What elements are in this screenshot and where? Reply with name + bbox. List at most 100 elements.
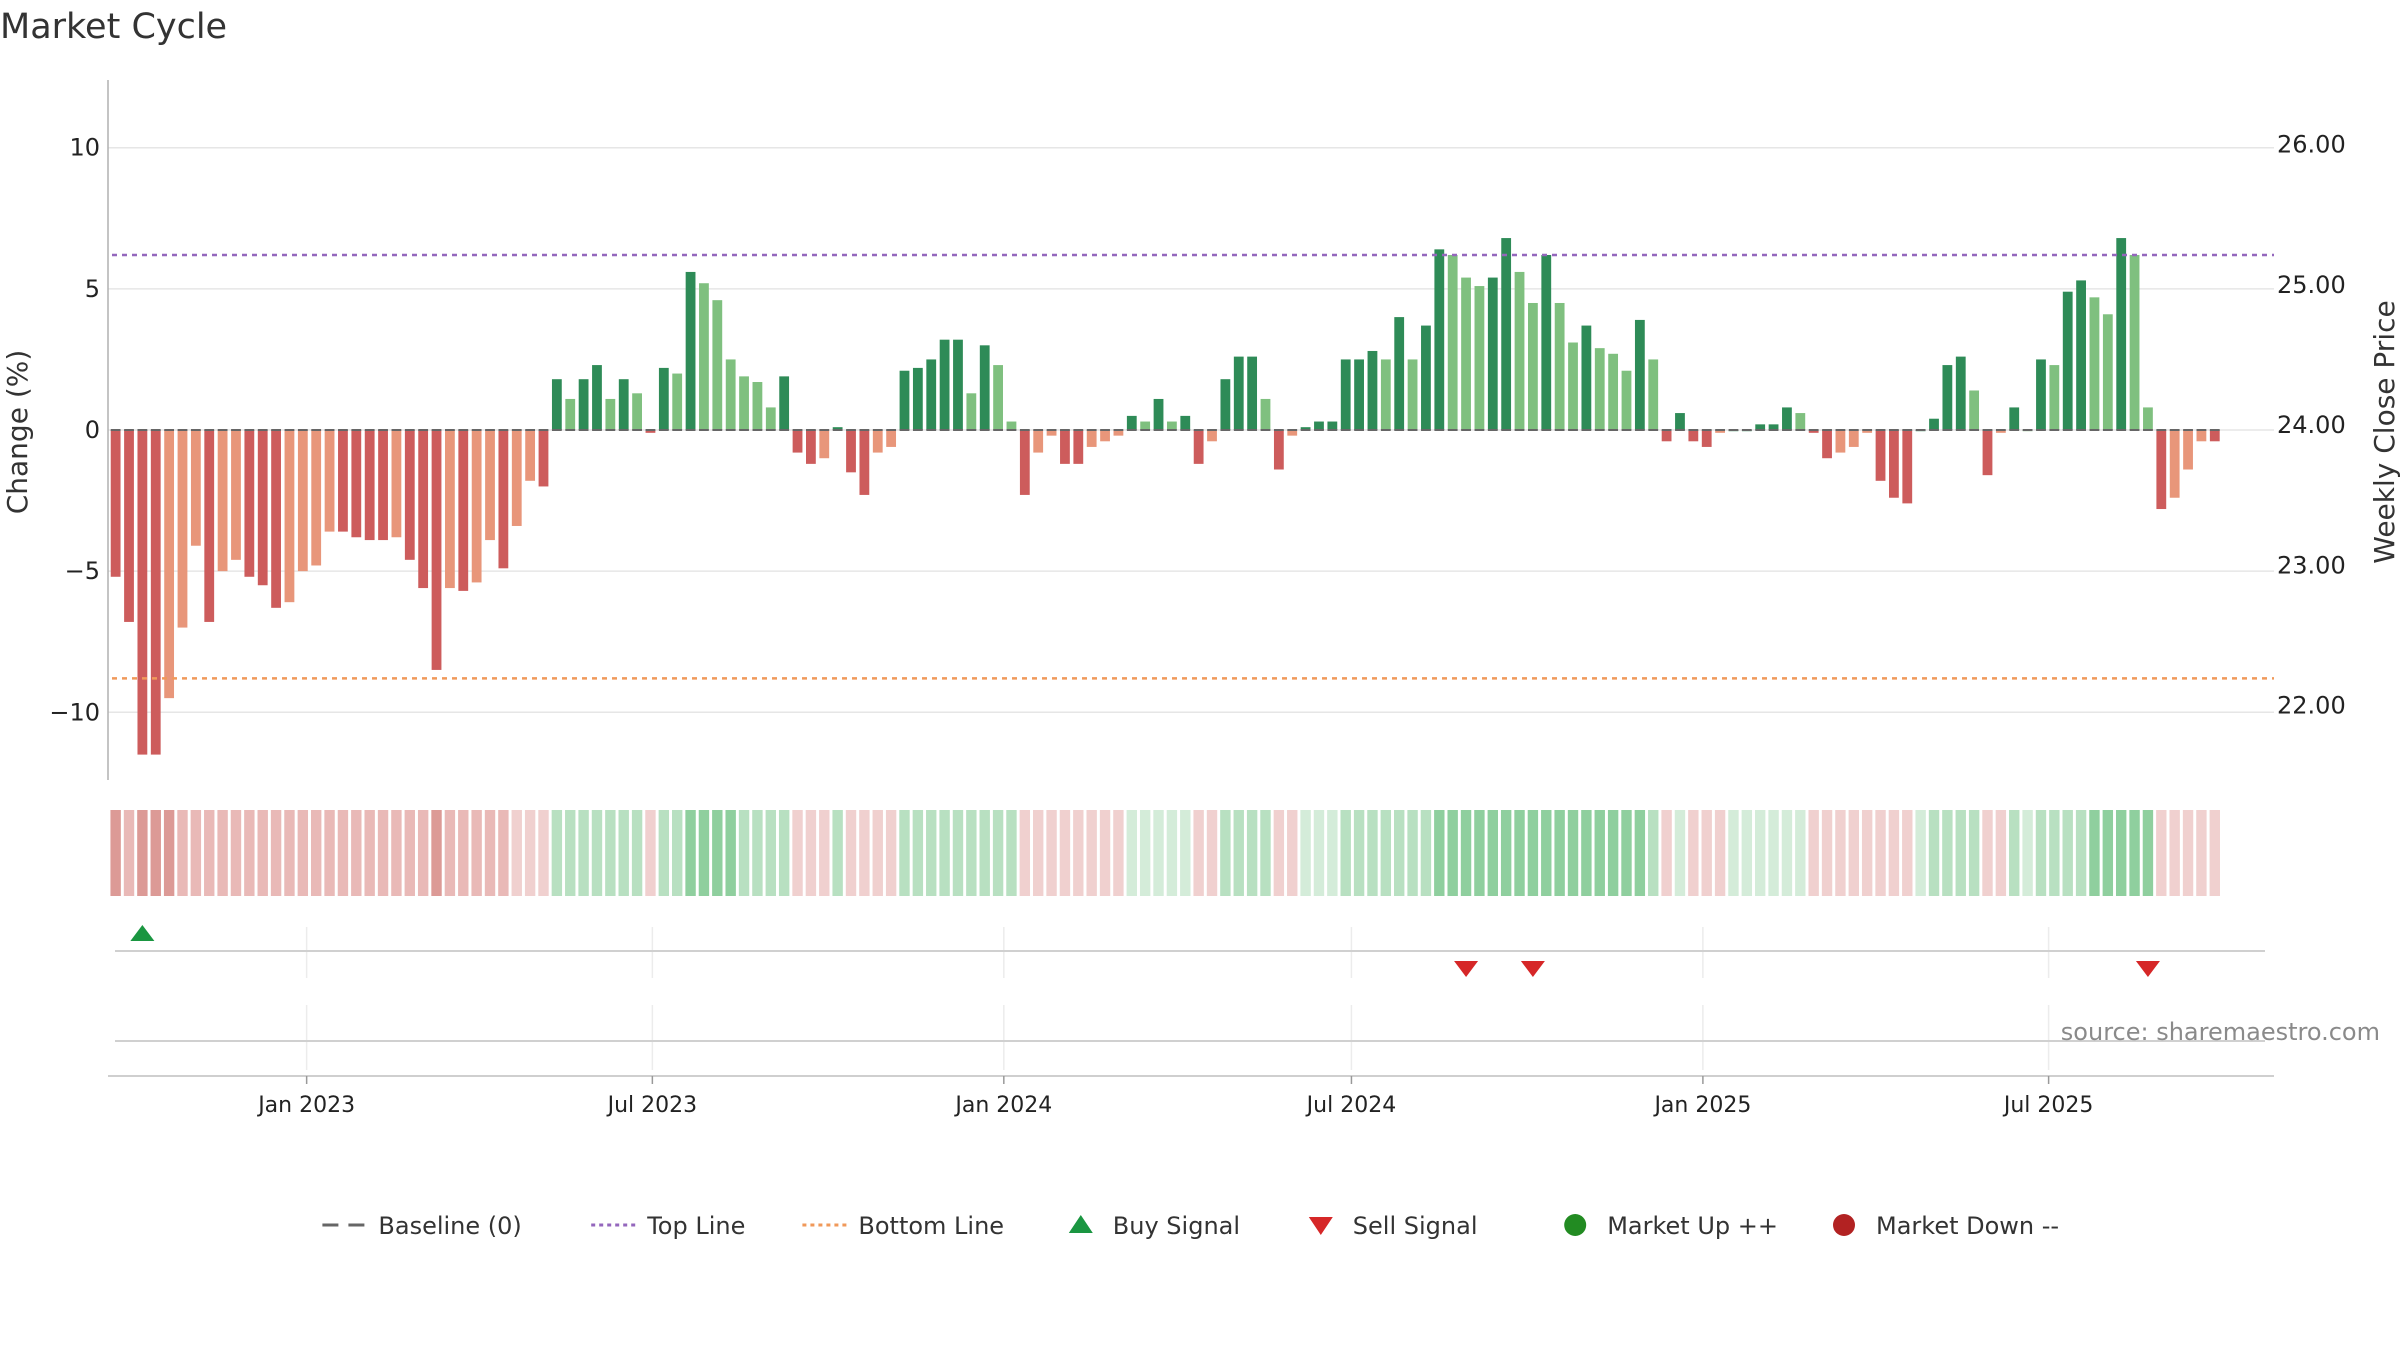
bar bbox=[311, 430, 322, 566]
bar bbox=[846, 430, 856, 473]
x-tick-label: Jul 2025 bbox=[2002, 1093, 2094, 1118]
bar bbox=[1995, 430, 2006, 433]
bar bbox=[444, 430, 455, 589]
bar bbox=[137, 430, 148, 755]
band-cell bbox=[2022, 810, 2033, 896]
band-cell bbox=[511, 810, 522, 896]
band-cell bbox=[1781, 810, 1793, 896]
band-cell bbox=[1915, 810, 1926, 896]
band-cell bbox=[284, 810, 295, 896]
bar bbox=[1688, 430, 1699, 442]
bar bbox=[1487, 277, 1498, 430]
bar bbox=[979, 345, 990, 430]
band-cell bbox=[1674, 810, 1686, 896]
band-cell bbox=[1393, 810, 1405, 896]
bar bbox=[1782, 407, 1792, 430]
bar bbox=[338, 430, 348, 532]
legend-item: Sell Signal bbox=[1308, 1212, 1477, 1240]
band-cell bbox=[1741, 810, 1753, 896]
legend-item: Baseline (0) bbox=[322, 1212, 522, 1240]
bar bbox=[1581, 325, 1592, 430]
bar bbox=[498, 430, 509, 569]
band-cell bbox=[1246, 810, 1258, 896]
legend-label: Bottom Line bbox=[858, 1212, 1004, 1240]
bar bbox=[364, 430, 375, 541]
bar bbox=[993, 365, 1003, 430]
bar bbox=[1982, 430, 1993, 476]
legend-item: Market Down -- bbox=[1833, 1212, 2059, 1240]
band-cell bbox=[1607, 810, 1619, 896]
band-cell bbox=[417, 810, 429, 896]
bar bbox=[2129, 255, 2140, 430]
bar bbox=[471, 430, 482, 583]
bar bbox=[1608, 353, 1619, 430]
bar bbox=[1929, 418, 1939, 430]
band-cell bbox=[605, 810, 616, 896]
band-cell bbox=[1420, 810, 1432, 896]
y-tick-label-right: 25.00 bbox=[2277, 271, 2346, 299]
band-cell bbox=[952, 810, 964, 896]
band-cell bbox=[431, 810, 442, 896]
band-cell bbox=[1888, 810, 1900, 896]
band-cell bbox=[1353, 810, 1365, 896]
bar bbox=[605, 398, 616, 430]
band-cell bbox=[1313, 810, 1325, 896]
band-cell bbox=[123, 810, 135, 896]
band-cell bbox=[110, 810, 121, 896]
band-cell bbox=[1340, 810, 1351, 896]
band-cell bbox=[939, 810, 950, 896]
y-tick-label-left: 10 bbox=[69, 134, 100, 162]
band-cell bbox=[992, 810, 1004, 896]
band-cell bbox=[1233, 810, 1244, 896]
band-cell bbox=[685, 810, 696, 896]
band-cell bbox=[1153, 810, 1164, 896]
bar bbox=[672, 373, 683, 430]
bar bbox=[1434, 249, 1445, 430]
bar bbox=[1340, 359, 1351, 430]
band-cell bbox=[1795, 810, 1806, 896]
band-cell bbox=[1808, 810, 1819, 896]
bar bbox=[2143, 407, 2153, 430]
band-cell bbox=[1500, 810, 1512, 896]
band-cell bbox=[1447, 810, 1458, 896]
band-cell bbox=[591, 810, 603, 896]
bar bbox=[1541, 255, 1552, 430]
bar bbox=[1193, 430, 1204, 464]
sell-signal-marker bbox=[1520, 961, 1545, 977]
buy-signal-marker bbox=[130, 925, 155, 941]
band-cell bbox=[1380, 810, 1392, 896]
bar bbox=[1715, 430, 1725, 433]
bar bbox=[712, 300, 723, 430]
x-axis-ticks: Jan 2023 Jul 2023 Jan 2024 Jul 2024 Jan 2025… bbox=[256, 1076, 2093, 1118]
reference-lines bbox=[112, 253, 2274, 680]
right-axis-ticks: 26.00 25.00 24.00 23.00 22.00 bbox=[2277, 131, 2346, 720]
legend: Baseline (0) Top Line Bottom Line Buy Signa… bbox=[322, 1212, 2059, 1240]
band-cell bbox=[1367, 810, 1378, 896]
bar bbox=[1300, 427, 1311, 430]
band-cell bbox=[230, 810, 242, 896]
bar bbox=[953, 339, 963, 430]
band-cell bbox=[1407, 810, 1418, 896]
band-cell bbox=[1861, 810, 1873, 896]
band-cell bbox=[1032, 810, 1044, 896]
band-cell bbox=[1541, 810, 1552, 896]
bar bbox=[1260, 398, 1271, 430]
band-cell bbox=[1327, 810, 1338, 896]
band-cell bbox=[2075, 810, 2087, 896]
band-cell bbox=[1099, 810, 1111, 896]
source-credit: source: sharemaestro.com bbox=[2061, 1018, 2380, 1046]
bar bbox=[592, 365, 602, 430]
band-cell bbox=[2089, 810, 2100, 896]
band-cell bbox=[1487, 810, 1498, 896]
band-cell bbox=[1554, 810, 1565, 896]
bar bbox=[297, 430, 308, 572]
bar bbox=[485, 430, 495, 541]
band-cell bbox=[1621, 810, 1632, 896]
bar bbox=[1421, 325, 1431, 430]
y-tick-label-right: 22.00 bbox=[2277, 692, 2346, 720]
bar bbox=[685, 271, 696, 430]
band-cell bbox=[458, 810, 469, 896]
bar bbox=[2209, 430, 2220, 442]
band-cell bbox=[1594, 810, 1605, 896]
band-cell bbox=[1006, 810, 1017, 896]
